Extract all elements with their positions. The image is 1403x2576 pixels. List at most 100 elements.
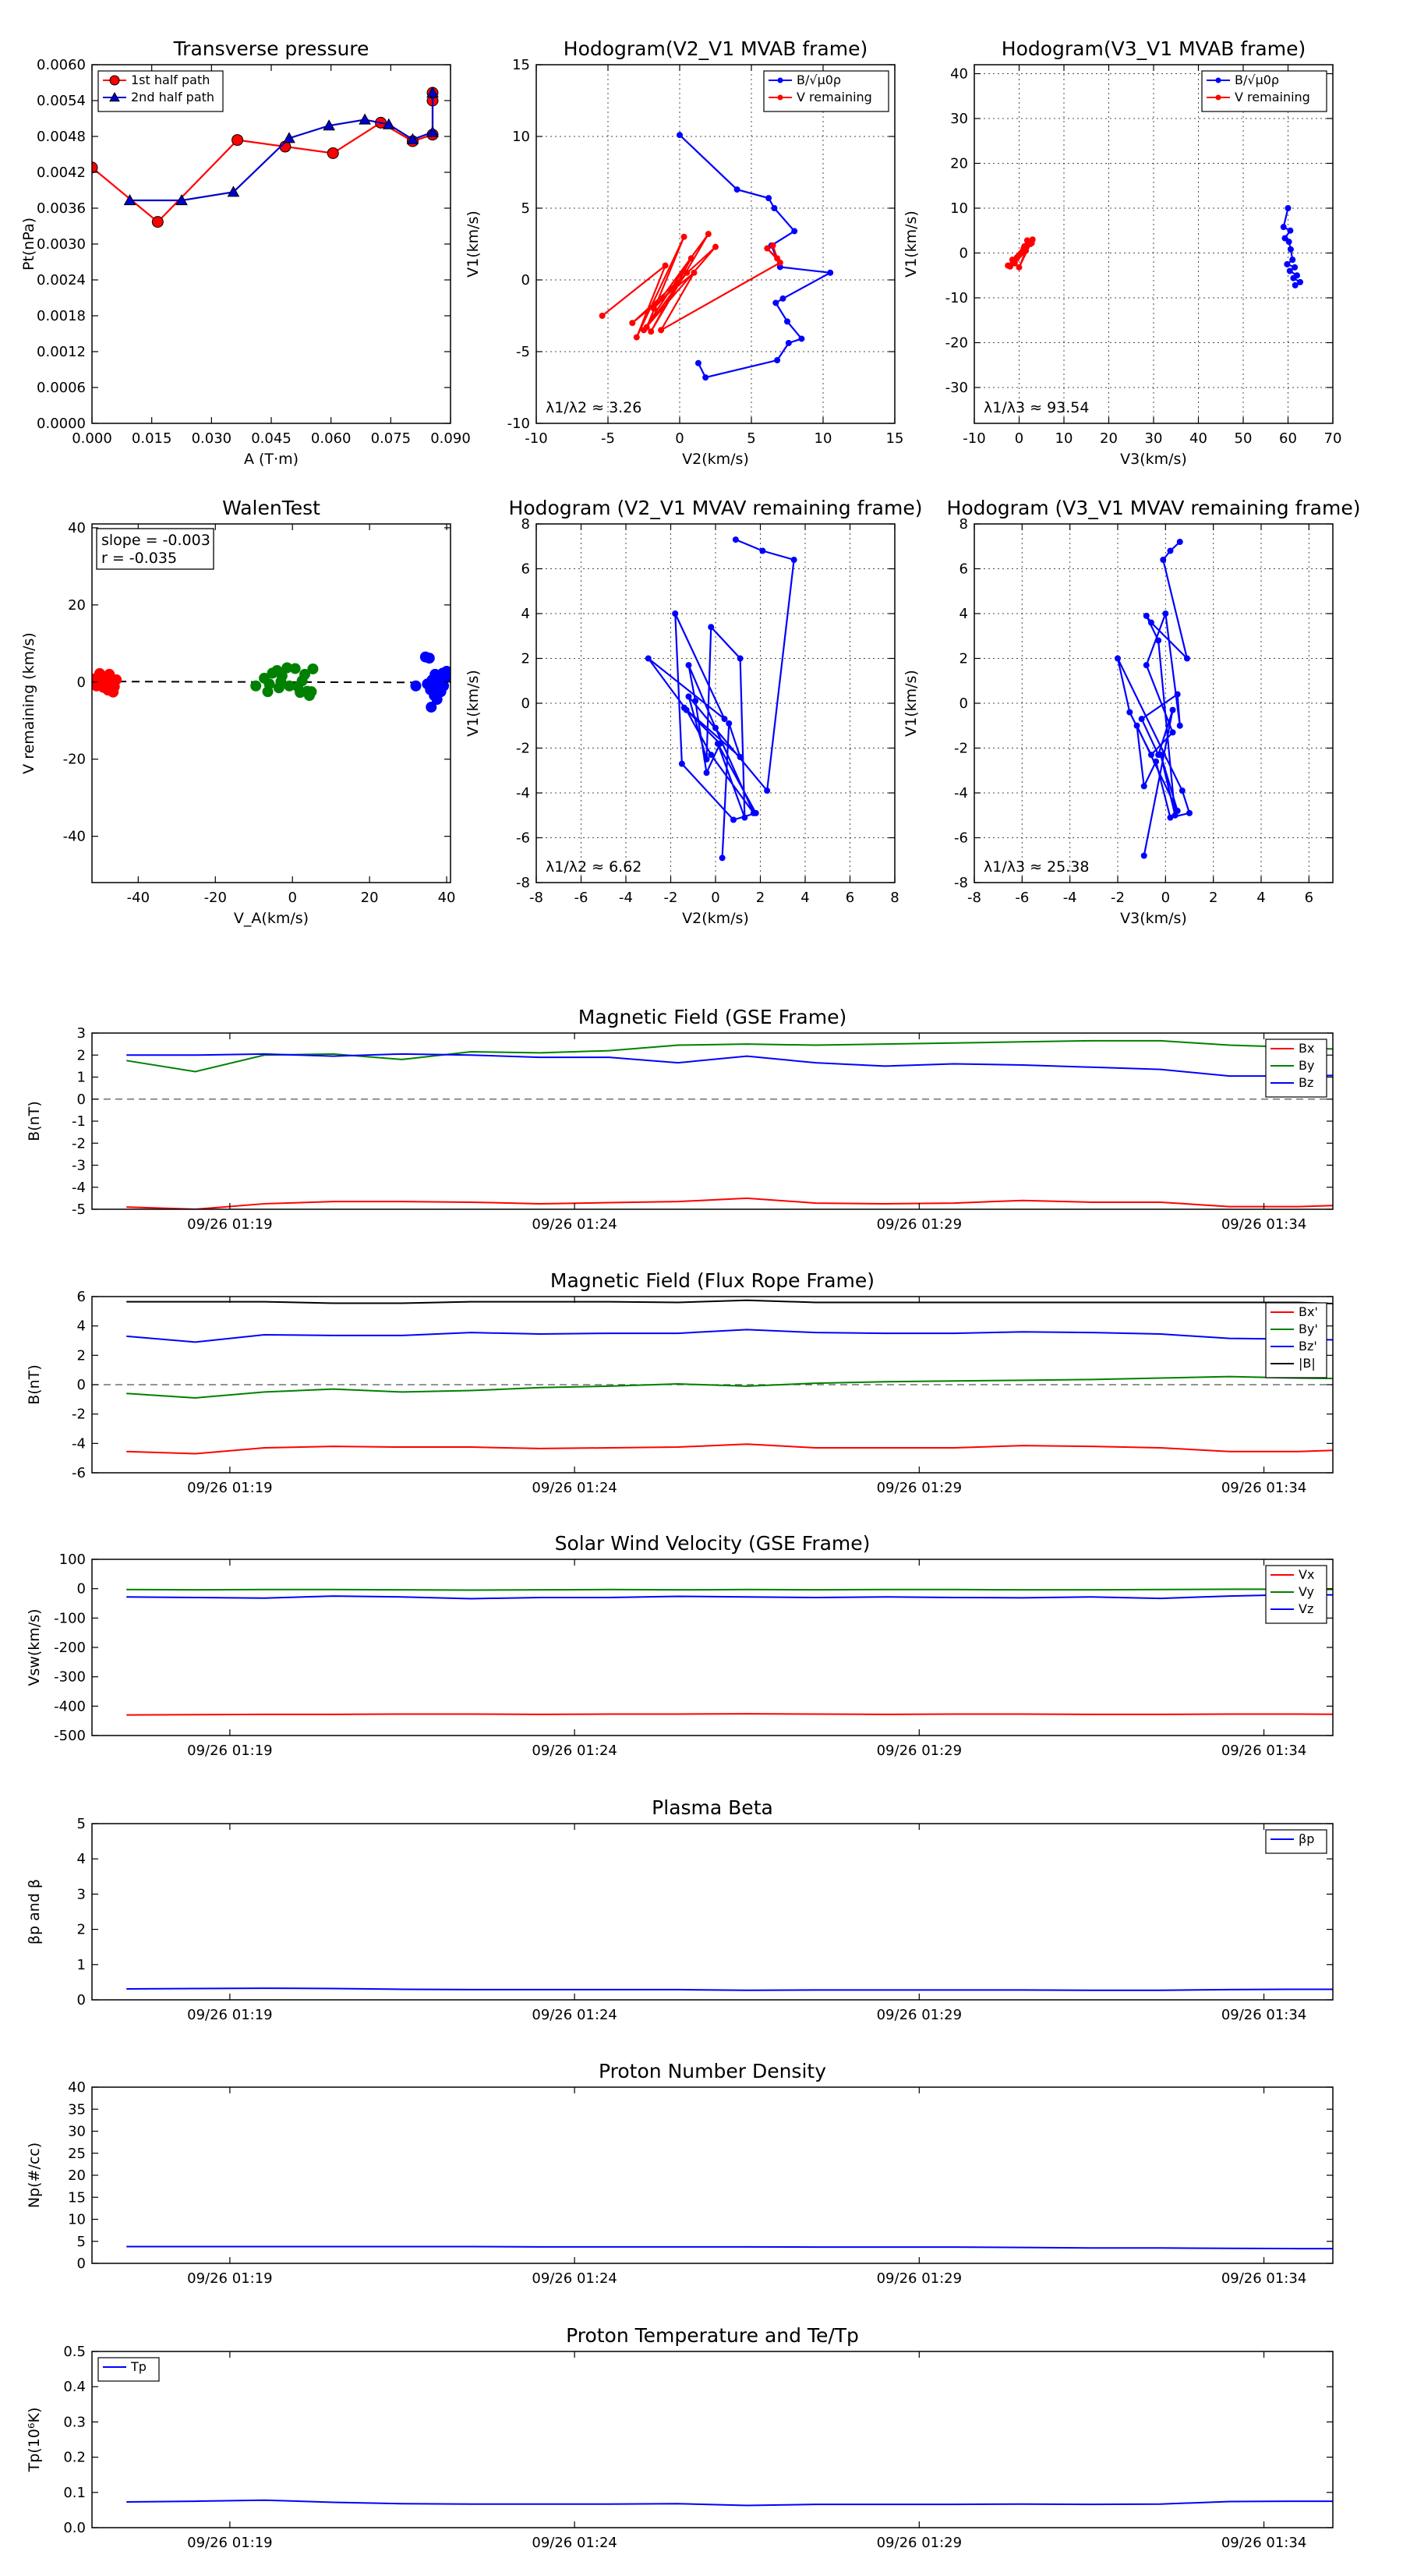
y-tick-label: -20 [63,752,86,768]
y-tick-label: 40 [68,520,86,536]
data-point [1292,264,1299,271]
y-tick-label: -500 [54,1728,86,1744]
data-point [1013,255,1020,262]
data-point [231,134,244,147]
proton-number-density-plot-area [92,2087,1333,2263]
data-point [684,269,691,276]
data-point [1143,662,1150,669]
x-tick-label: 09/26 01:24 [532,2535,617,2551]
data-point [662,262,669,269]
series-1 [126,1039,1333,1073]
data-point [425,684,436,695]
x-tick-label: -6 [1015,890,1029,906]
y-tick-label: -4 [954,785,968,801]
y-tick-label: 0.0 [63,2520,86,2536]
y-tick-label: -4 [516,785,530,801]
x-tick-label: 20 [1100,430,1118,447]
legend-label: By' [1299,1322,1318,1336]
y-tick-label: 15 [512,57,530,73]
y-tick-label: 0.0006 [37,380,86,396]
series-2 [126,1594,1333,1600]
plasma-beta-title: Plasma Beta [652,1796,773,1819]
series-0 [126,1713,1333,1716]
hodogram-v3-v1-mvab-data [1005,205,1304,288]
data-point [410,680,422,692]
data-point [1167,547,1174,554]
y-tick-label: 5 [521,200,530,217]
data-point [1292,281,1299,288]
legend-marker [777,77,783,83]
data-point [703,755,710,763]
data-point [426,701,437,713]
data-point [289,663,301,674]
y-tick-label: 0.0036 [37,200,86,217]
data-point [791,228,798,235]
y-tick-label: 0.4 [63,2379,86,2395]
series-1 [126,1375,1333,1399]
proton-temperature-plot-area [92,2351,1333,2528]
legend-marker [1215,94,1221,101]
x-tick-label: 09/26 01:34 [1221,1743,1306,1759]
data-point [716,740,723,747]
y-tick-label: 0 [521,695,530,712]
x-tick-label: -10 [963,430,985,447]
data-point [703,770,710,777]
y-tick-label: -6 [954,830,968,847]
transverse-pressure-data [92,87,439,228]
data-point [1176,722,1183,729]
data-point [726,720,733,727]
data-point [1174,691,1181,698]
hodogram-v3-v1-mvab-title: Hodogram(V3_V1 MVAB frame) [1002,37,1306,60]
data-point [712,724,719,731]
data-point [1007,263,1013,270]
data-point [1167,814,1174,821]
y-tick-label: -300 [54,1669,86,1686]
y-tick-label: -4 [72,1435,86,1452]
y-tick-label: 20 [950,156,968,172]
x-tick-label: 09/26 01:19 [187,2270,272,2287]
proton-number-density-panel: 09/26 01:19 09/26 01:24 09/26 01:29 09/26 0… [26,2060,1334,2287]
hodogram-v3-v1-mvab-ylabel: V1(km/s) [903,211,920,278]
y-tick-label: -5 [516,344,530,360]
y-tick-label: 2 [959,651,968,667]
y-tick-label: 0 [959,695,968,712]
y-tick-label: 4 [77,1318,86,1335]
y-tick-label: 20 [68,2167,86,2184]
x-tick-label: 09/26 01:24 [532,2007,617,2023]
y-tick-label: 10 [68,2212,86,2228]
solar-wind-velocity-plot-area [92,1559,1333,1736]
x-tick-label: 40 [438,890,456,906]
data-point [774,357,781,364]
data-point [645,655,652,662]
data-point [798,335,805,342]
walen-test-ylabel: V remaining (km/s) [20,632,37,774]
y-tick-label: 0.0042 [37,165,86,181]
y-tick-label: 40 [950,66,968,83]
data-point [1290,274,1297,281]
y-tick-label: 25 [68,2146,86,2162]
y-tick-label: 6 [521,561,530,578]
x-tick-label: -4 [1063,890,1077,906]
proton-temperature-ylabel: Tp(10⁶K) [26,2408,43,2473]
y-tick-label: 0 [77,1377,86,1393]
data-point [672,610,679,617]
data-point [779,295,786,302]
y-tick-label: 4 [77,1851,86,1867]
y-tick-label: -2 [72,1135,86,1152]
data-point [1169,706,1176,713]
data-point [1155,752,1162,759]
data-point [633,334,640,341]
data-point [327,147,339,159]
x-tick-label: -10 [525,430,547,447]
data-point [323,119,335,131]
data-point [702,374,709,381]
legend-marker [109,75,120,86]
y-tick-label: 1 [77,1957,86,1973]
hodogram-v2-v1-mvab-xlabel: V2(km/s) [682,451,749,468]
x-tick-label: 09/26 01:34 [1221,2535,1306,2551]
x-tick-label: 09/26 01:19 [187,1216,272,1233]
data-point [685,693,692,700]
hodogram-v3-v1-mvab-xlabel: V3(km/s) [1120,451,1187,468]
x-tick-label: 09/26 01:19 [187,1480,272,1496]
